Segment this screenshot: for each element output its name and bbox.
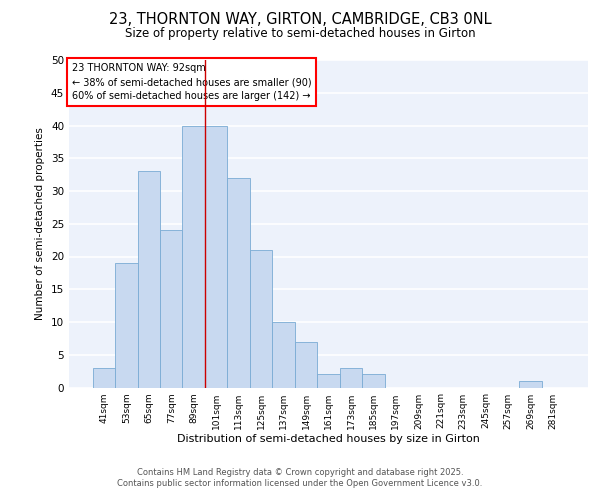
Bar <box>182 126 205 388</box>
Bar <box>137 172 160 388</box>
Text: 23, THORNTON WAY, GIRTON, CAMBRIDGE, CB3 0NL: 23, THORNTON WAY, GIRTON, CAMBRIDGE, CB3… <box>109 12 491 28</box>
Bar <box>115 263 137 388</box>
Bar <box>362 374 385 388</box>
Bar <box>295 342 317 388</box>
Bar <box>272 322 295 388</box>
Text: 23 THORNTON WAY: 92sqm
← 38% of semi-detached houses are smaller (90)
60% of sem: 23 THORNTON WAY: 92sqm ← 38% of semi-det… <box>71 64 311 102</box>
Text: Contains HM Land Registry data © Crown copyright and database right 2025.
Contai: Contains HM Land Registry data © Crown c… <box>118 468 482 487</box>
Bar <box>205 126 227 388</box>
X-axis label: Distribution of semi-detached houses by size in Girton: Distribution of semi-detached houses by … <box>177 434 480 444</box>
Bar <box>227 178 250 388</box>
Bar <box>520 381 542 388</box>
Bar <box>340 368 362 388</box>
Bar <box>250 250 272 388</box>
Bar <box>92 368 115 388</box>
Bar <box>160 230 182 388</box>
Y-axis label: Number of semi-detached properties: Number of semi-detached properties <box>35 128 46 320</box>
Bar <box>317 374 340 388</box>
Text: Size of property relative to semi-detached houses in Girton: Size of property relative to semi-detach… <box>125 28 475 40</box>
